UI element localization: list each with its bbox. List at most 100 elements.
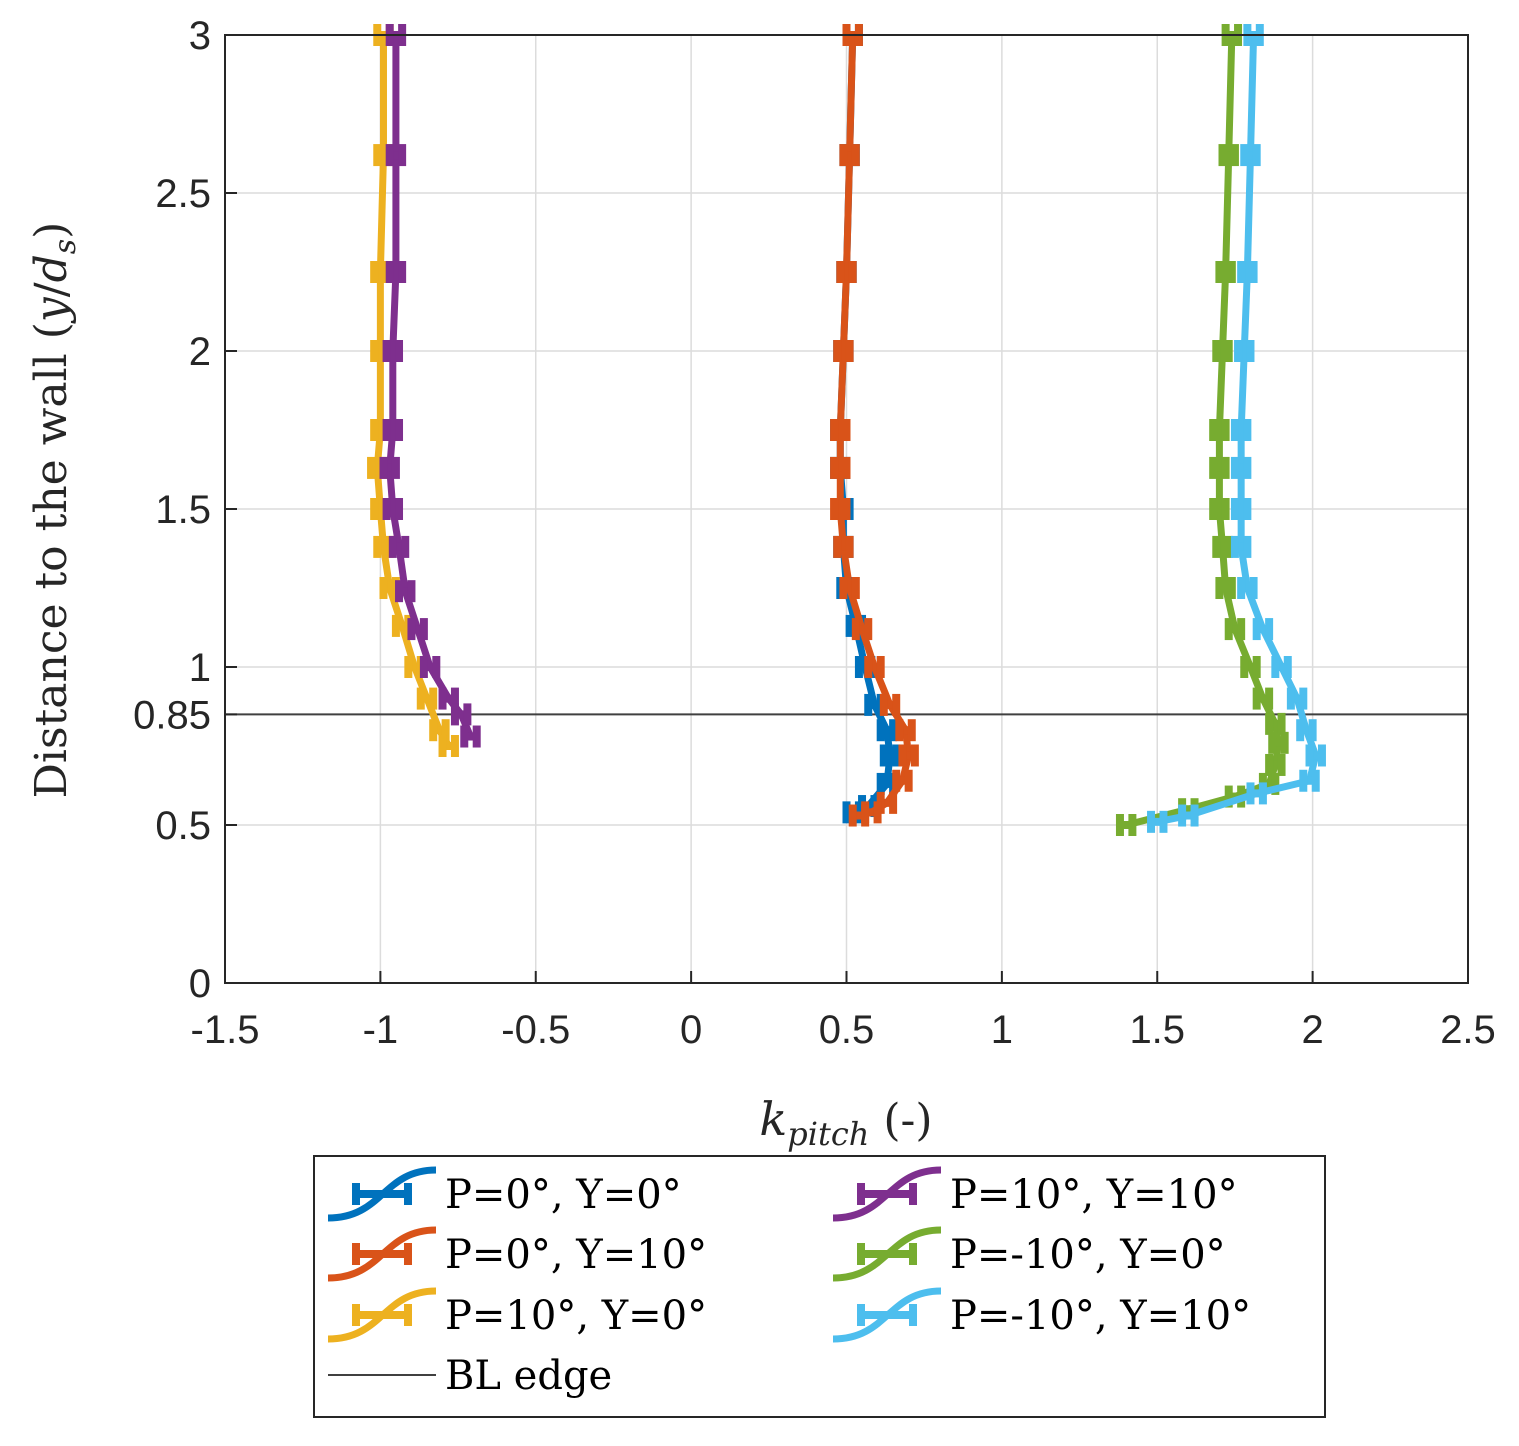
- x-axis-title: kpitch (-): [759, 1092, 932, 1153]
- data-point: [388, 535, 410, 558]
- legend-label: P=0°, Y=10°: [445, 1232, 707, 1278]
- data-point: [407, 618, 428, 641]
- data-point: [1299, 769, 1320, 792]
- legend-item: BL edge: [328, 1353, 612, 1399]
- data-point: [830, 419, 851, 441]
- data-point: [1240, 144, 1261, 167]
- legend-item: P=10°, Y=10°: [832, 1166, 1238, 1222]
- legend-label: P=-10°, Y=0°: [950, 1232, 1226, 1278]
- data-point: [1215, 577, 1236, 599]
- data-point: [836, 261, 857, 283]
- series-6: [1147, 24, 1326, 833]
- data-point: [1271, 656, 1292, 678]
- legend-label: BL edge: [445, 1353, 612, 1399]
- data-point: [879, 693, 901, 716]
- data-point: [1230, 456, 1252, 479]
- x-tick-label: 1.5: [1129, 1008, 1185, 1052]
- data-point: [1268, 731, 1289, 754]
- legend-label: P=0°, Y=0°: [445, 1172, 682, 1218]
- data-point: [1286, 687, 1308, 710]
- x-tick-label: -0.5: [501, 1008, 570, 1052]
- data-point: [839, 577, 860, 599]
- data-point: [1215, 261, 1236, 283]
- legend-item: P=10°, Y=0°: [327, 1287, 707, 1343]
- legend-box: [313, 1155, 1326, 1418]
- y-tick-label: 0.85: [133, 693, 211, 737]
- series-4: [379, 24, 481, 748]
- data-point: [1296, 719, 1317, 742]
- data-point: [1265, 712, 1286, 735]
- data-point: [879, 744, 901, 767]
- x-tick-label: -1: [363, 1008, 399, 1052]
- data-point: [1230, 498, 1252, 520]
- legend-item: P=0°, Y=10°: [327, 1226, 707, 1282]
- data-point: [830, 498, 851, 520]
- data-point: [1147, 810, 1168, 833]
- data-point: [382, 340, 404, 362]
- data-point: [851, 618, 873, 641]
- data-point: [1224, 618, 1246, 641]
- legend: P=0°, Y=0° P=0°, Y=10° P=10°, Y=0° P=10°, Y…: [313, 1155, 1326, 1418]
- y-tick-label: 1: [189, 646, 211, 690]
- series-5: [1115, 24, 1289, 836]
- data-point: [379, 456, 400, 479]
- data-point: [848, 804, 870, 827]
- data-point: [395, 580, 416, 603]
- x-tick-label: 2.5: [1440, 1008, 1496, 1052]
- data-point: [1230, 535, 1252, 558]
- data-point: [419, 656, 441, 678]
- data-point: [830, 456, 851, 479]
- data-point: [1212, 535, 1233, 558]
- data-point: [385, 144, 407, 167]
- data-point: [1246, 782, 1267, 805]
- data-point: [382, 419, 404, 441]
- legend-label: P=10°, Y=10°: [950, 1172, 1238, 1218]
- data-point: [1218, 144, 1239, 167]
- data-point: [1209, 456, 1230, 479]
- data-point: [1252, 618, 1274, 641]
- legend-item: P=0°, Y=0°: [327, 1166, 682, 1222]
- data-point: [1209, 419, 1230, 441]
- data-point: [1234, 340, 1255, 362]
- data-point: [1178, 804, 1199, 827]
- data-point: [385, 261, 407, 283]
- data-point: [1212, 340, 1233, 362]
- data-point: [1305, 744, 1326, 767]
- legend-label: P=-10°, Y=10°: [950, 1293, 1251, 1339]
- y-tick-label: 0: [189, 962, 211, 1006]
- data-point: [1230, 419, 1252, 441]
- series-line: [373, 35, 452, 748]
- y-tick-label: 1.5: [155, 488, 211, 532]
- data-point: [382, 498, 404, 520]
- data-point: [450, 703, 472, 726]
- x-tick-label: 0.5: [819, 1008, 875, 1052]
- legend-label: P=10°, Y=0°: [445, 1293, 707, 1339]
- data-point: [833, 535, 854, 558]
- data-point: [892, 769, 913, 792]
- data-point: [1115, 814, 1137, 836]
- series-layer: [367, 24, 1326, 836]
- data-point: [876, 719, 898, 742]
- y-tick-label: 0.5: [155, 804, 211, 848]
- y-axis-title: Distance to the wall (y/ds): [26, 222, 83, 799]
- x-tick-label: 2: [1302, 1008, 1324, 1052]
- x-tick-label: 0: [680, 1008, 702, 1052]
- legend-item: P=-10°, Y=0°: [832, 1226, 1226, 1282]
- x-tick-label: 1: [991, 1008, 1013, 1052]
- data-point: [898, 744, 919, 767]
- data-point: [895, 719, 916, 742]
- data-point: [839, 144, 860, 167]
- data-point: [1209, 498, 1230, 520]
- data-point: [1237, 577, 1258, 599]
- y-tick-label: 2: [189, 330, 211, 374]
- data-point: [460, 725, 481, 748]
- data-point: [438, 735, 459, 757]
- data-point: [833, 340, 854, 362]
- legend-item: P=-10°, Y=10°: [832, 1287, 1251, 1343]
- data-point: [1265, 753, 1286, 776]
- data-point: [1237, 261, 1258, 283]
- y-tick-label: 2.5: [155, 172, 211, 216]
- data-point: [1252, 687, 1274, 710]
